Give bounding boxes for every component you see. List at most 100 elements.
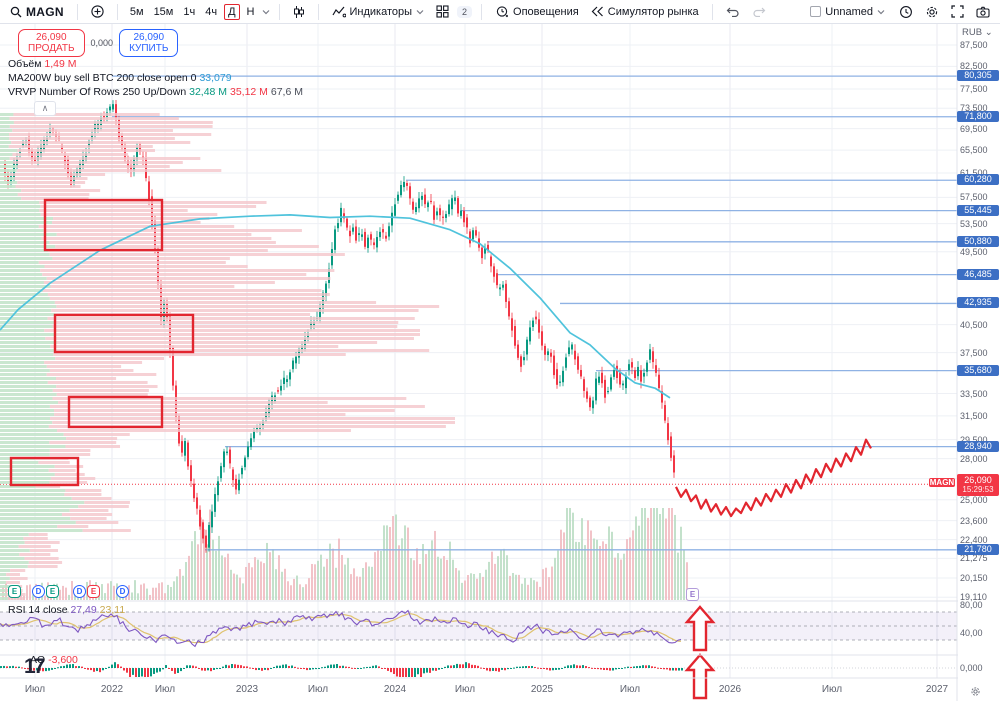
volume-bar bbox=[338, 538, 340, 600]
sell-button[interactable]: 26,090 ПРОДАТЬ bbox=[18, 29, 85, 57]
compare-add-button[interactable] bbox=[87, 3, 108, 20]
ao-bar bbox=[471, 664, 473, 668]
profile-down-bar bbox=[24, 557, 59, 560]
interval-1d-active[interactable]: Д bbox=[224, 3, 240, 20]
chevron-down-icon[interactable] bbox=[262, 8, 270, 16]
volume-bar bbox=[431, 540, 433, 600]
profile-down-bar bbox=[56, 305, 440, 308]
profile-down-bar bbox=[49, 481, 88, 484]
buy-button[interactable]: 26,090 КУПИТЬ bbox=[119, 29, 179, 57]
candle-body bbox=[325, 283, 327, 297]
ao-value: -3,600 bbox=[48, 654, 78, 666]
vrvp-indicator-label[interactable]: VRVP Number Of Rows 250 Up/Down bbox=[8, 86, 187, 98]
candle-body bbox=[628, 364, 630, 370]
interval-1w[interactable]: Н bbox=[246, 5, 255, 18]
volume-bar bbox=[137, 593, 139, 600]
undo-button[interactable] bbox=[722, 4, 744, 19]
profile-up-bar bbox=[0, 581, 7, 584]
redo-button[interactable] bbox=[748, 4, 770, 19]
interval-15m[interactable]: 15м bbox=[153, 5, 174, 18]
volume-bar bbox=[674, 514, 676, 600]
profile-down-bar bbox=[44, 265, 248, 268]
volume-bar bbox=[347, 557, 349, 600]
ma-indicator-label[interactable]: MA200W buy sell BTC 200 close open 0 bbox=[8, 72, 197, 84]
volume-bar bbox=[374, 552, 376, 600]
candle-body bbox=[388, 226, 390, 237]
profile-down-bar bbox=[53, 349, 430, 352]
candle-body bbox=[250, 438, 252, 448]
layout-grid-button[interactable] bbox=[432, 3, 453, 20]
quick-search-button[interactable] bbox=[895, 3, 917, 21]
volume-bar bbox=[197, 544, 199, 600]
candle-body bbox=[547, 351, 549, 356]
candle-body bbox=[241, 468, 243, 475]
timezone-settings-gear-icon[interactable] bbox=[970, 684, 981, 701]
profile-up-bar bbox=[0, 361, 45, 364]
candle-body bbox=[418, 198, 420, 209]
volume-bar bbox=[365, 562, 367, 600]
profile-down-bar bbox=[64, 493, 102, 496]
ao-bar bbox=[153, 668, 155, 674]
legend-collapse-button[interactable]: ∧ bbox=[34, 101, 56, 116]
profile-up-bar bbox=[0, 253, 50, 256]
profile-down-bar bbox=[43, 229, 302, 232]
ao-bar bbox=[657, 667, 659, 669]
profile-down-bar bbox=[46, 365, 122, 368]
volume-bar bbox=[608, 526, 610, 600]
profile-up-bar bbox=[0, 429, 58, 432]
volume-bar bbox=[323, 566, 325, 600]
candle-body bbox=[220, 466, 222, 479]
volume-bar bbox=[680, 526, 682, 600]
candle-body bbox=[592, 400, 594, 409]
volume-bar bbox=[35, 583, 37, 600]
layout-count-badge[interactable]: 2 bbox=[457, 5, 473, 18]
ao-bar bbox=[552, 668, 554, 671]
candle-body bbox=[46, 138, 48, 143]
symbol-search-button[interactable]: MAGN bbox=[6, 3, 68, 21]
profile-down-bar bbox=[55, 357, 165, 360]
rsi-legend[interactable]: RSI 14 close 27,49 23,11 bbox=[8, 604, 125, 616]
candle-body bbox=[187, 442, 189, 467]
settings-button[interactable] bbox=[921, 3, 943, 21]
volume-bar bbox=[296, 575, 298, 600]
interval-5m[interactable]: 5м bbox=[129, 5, 144, 18]
candle-body bbox=[562, 370, 564, 383]
ao-legend[interactable]: AO -3,600 bbox=[30, 654, 78, 666]
volume-bar bbox=[545, 567, 547, 600]
vrvp-up-value: 32,48 М bbox=[189, 86, 228, 98]
volume-bar bbox=[494, 563, 496, 600]
volume-label[interactable]: Объём bbox=[8, 58, 42, 70]
profile-down-bar bbox=[65, 489, 102, 492]
volume-bar bbox=[584, 545, 586, 600]
profile-up-bar bbox=[0, 485, 36, 488]
ao-bar bbox=[186, 665, 188, 668]
volume-bar bbox=[560, 529, 562, 600]
ao-bar bbox=[237, 664, 239, 668]
ao-bar bbox=[396, 668, 398, 677]
volume-bar bbox=[101, 584, 103, 600]
chart-legend: Объём 1,49 М MA200W buy sell BTC 200 clo… bbox=[8, 57, 303, 99]
candle-body bbox=[502, 284, 504, 288]
indicators-button[interactable]: Индикаторы bbox=[328, 4, 429, 20]
bar-replay-button[interactable]: Симулятор рынка bbox=[587, 4, 703, 20]
interval-1h[interactable]: 1ч bbox=[183, 5, 196, 18]
profile-up-bar bbox=[0, 325, 53, 328]
candle-body bbox=[400, 185, 402, 196]
ao-bar bbox=[84, 668, 86, 669]
snapshot-button[interactable] bbox=[972, 4, 994, 20]
profile-up-bar bbox=[0, 393, 57, 396]
volume-bar bbox=[161, 582, 163, 600]
chart-type-button[interactable] bbox=[289, 3, 309, 21]
interval-4h[interactable]: 4ч bbox=[205, 5, 218, 18]
profile-down-bar bbox=[28, 533, 48, 536]
alerts-button[interactable]: Оповещения bbox=[491, 3, 583, 20]
profile-up-bar bbox=[0, 589, 6, 592]
layout-checkbox[interactable] bbox=[810, 6, 822, 17]
profile-down-bar bbox=[21, 197, 89, 200]
profile-up-bar bbox=[0, 369, 50, 372]
candle-body bbox=[586, 391, 588, 399]
layout-select[interactable]: Unnamed bbox=[806, 4, 889, 20]
fullscreen-button[interactable] bbox=[947, 3, 968, 20]
ao-bar bbox=[3, 665, 5, 668]
